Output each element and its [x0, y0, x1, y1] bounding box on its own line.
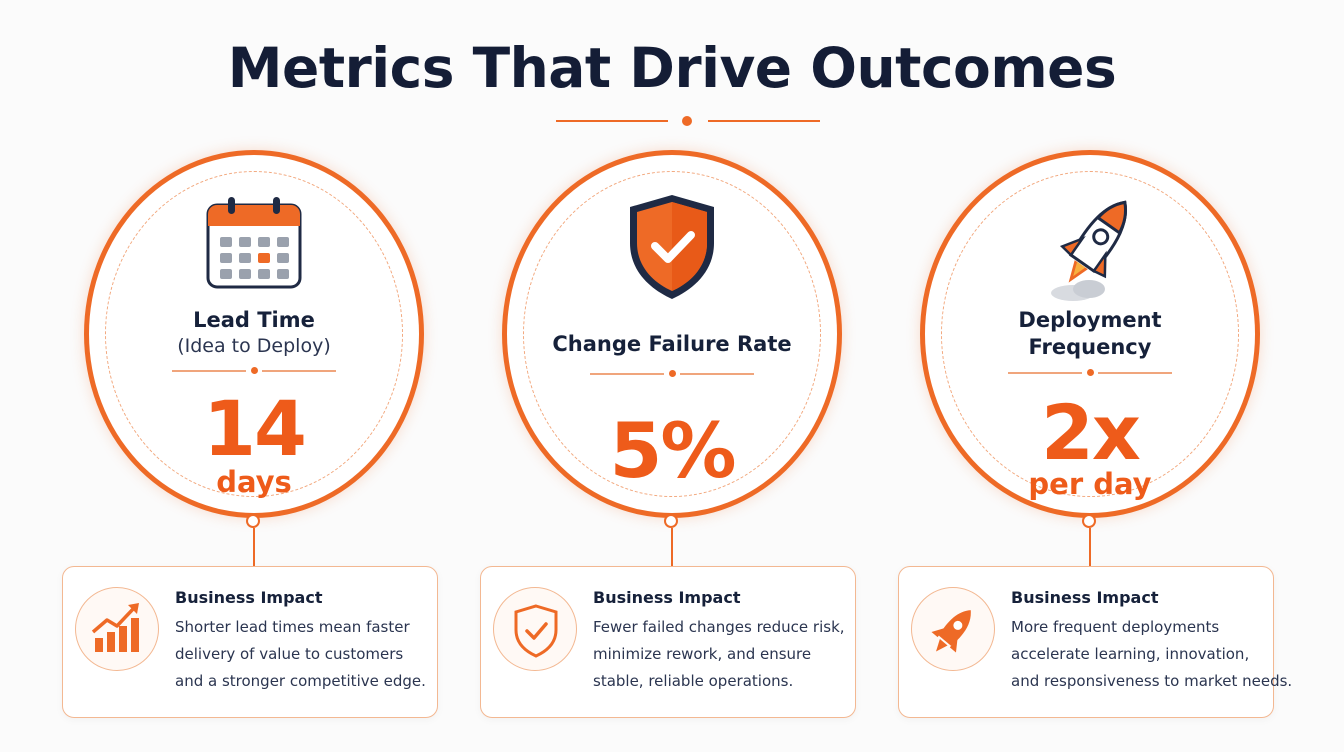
- impact-text: Shorter lead times mean faster delivery …: [175, 618, 426, 690]
- impact-title: Business Impact: [1011, 588, 1159, 607]
- metric-circle: Change Failure Rate 5%: [502, 150, 842, 518]
- growth-chart-icon: [75, 587, 159, 671]
- impact-card: Business Impact Fewer failed changes red…: [480, 566, 856, 718]
- metric-label: Change Failure Rate: [552, 332, 792, 356]
- connector-dot: [664, 514, 678, 528]
- metric-label: Lead Time: [193, 308, 315, 332]
- metric-value: 14: [203, 384, 307, 473]
- connector-line: [671, 528, 673, 566]
- title-divider: [556, 114, 820, 128]
- metric-value: 2x: [1041, 388, 1141, 477]
- metric-divider: [590, 369, 754, 379]
- metric-circle: Deployment Frequency 2x per day: [920, 150, 1260, 518]
- rocket-icon: [1035, 189, 1145, 310]
- impact-title: Business Impact: [175, 588, 323, 607]
- impact-card: Business Impact More frequent deployment…: [898, 566, 1293, 718]
- metric-divider: [1008, 368, 1172, 378]
- connector-line: [1089, 528, 1091, 566]
- rocket-small-icon: [911, 587, 995, 671]
- metric-unit: days: [216, 465, 292, 499]
- metric-unit: per day: [1028, 467, 1152, 501]
- impact-text: More frequent deployments accelerate lea…: [1011, 618, 1293, 690]
- connector-line: [253, 528, 255, 566]
- page-title: Metrics That Drive Outcomes: [227, 36, 1117, 100]
- metric-circle: Lead Time (Idea to Deploy) 14 days: [84, 150, 424, 518]
- metric-sublabel: (Idea to Deploy): [177, 335, 331, 357]
- calendar-icon: [204, 195, 304, 296]
- impact-title: Business Impact: [593, 588, 741, 607]
- connector-dot: [1082, 514, 1096, 528]
- shield-check-outline-icon: [493, 587, 577, 671]
- metric-value: 5%: [609, 406, 736, 495]
- metric-divider: [172, 366, 336, 376]
- shield-check-icon: [624, 191, 720, 308]
- connector-dot: [246, 514, 260, 528]
- impact-text: Fewer failed changes reduce risk, minimi…: [593, 618, 845, 690]
- metric-label-line2: Frequency: [1028, 335, 1152, 359]
- metric-label: Deployment: [1018, 308, 1162, 332]
- impact-card: Business Impact Shorter lead times mean …: [62, 566, 438, 718]
